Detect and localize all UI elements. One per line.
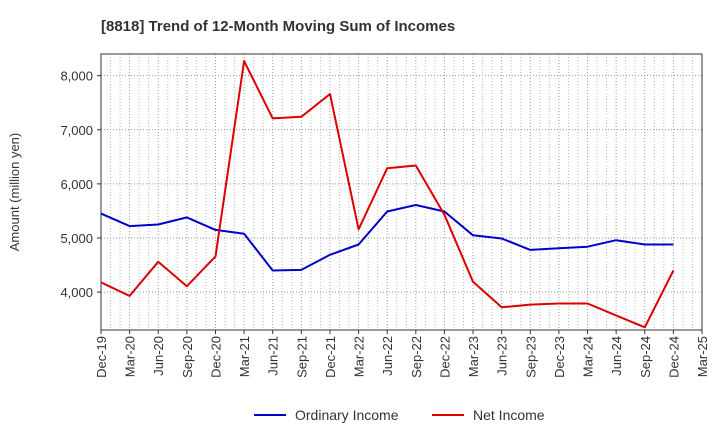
- x-tick-label: Dec-21: [323, 336, 338, 378]
- legend: Ordinary Income Net Income: [254, 407, 545, 423]
- x-tick-label: Mar-22: [352, 336, 367, 377]
- x-tick-label: Jun-20: [151, 336, 166, 376]
- legend-label-net-income: Net Income: [473, 407, 545, 423]
- y-tick-label: 7,000: [60, 123, 93, 138]
- y-axis-label: Amount (million yen): [7, 133, 22, 252]
- series-layer: [100, 60, 675, 329]
- x-tick-label: Jun-21: [266, 336, 281, 376]
- y-tick-label: 8,000: [60, 69, 93, 84]
- x-tick-label: Mar-25: [695, 336, 710, 377]
- x-tick-label: Dec-24: [666, 336, 681, 378]
- legend-label-ordinary-income: Ordinary Income: [295, 407, 399, 423]
- x-tick-label: Dec-22: [437, 336, 452, 378]
- x-tick-label: Sep-22: [409, 336, 424, 378]
- y-tick-label: 5,000: [60, 231, 93, 246]
- x-tick-label: Dec-23: [552, 336, 567, 378]
- x-tick-label: Dec-19: [94, 336, 109, 378]
- x-tick-label: Jun-24: [609, 336, 624, 376]
- x-tick-label: Sep-20: [180, 336, 195, 378]
- y-tick-label: 4,000: [60, 285, 93, 300]
- x-tick-label: Mar-20: [123, 336, 138, 377]
- x-tick-label: Sep-21: [294, 336, 309, 378]
- x-tick-label: Mar-24: [581, 336, 596, 377]
- plot-area: [100, 53, 703, 331]
- x-tick-label: Jun-23: [495, 336, 510, 376]
- x-tick-label: Sep-24: [638, 336, 653, 378]
- series-line-net-income: [100, 60, 675, 329]
- x-axis-ticks: Dec-19 Mar-20 Jun-20 Sep-20 Dec-20 Mar-21 Jun-…: [94, 330, 710, 378]
- x-tick-label: Mar-21: [237, 336, 252, 377]
- x-tick-label: Sep-23: [523, 336, 538, 378]
- x-tick-label: Jun-22: [380, 336, 395, 376]
- chart-title: [8818] Trend of 12-Month Moving Sum of I…: [101, 18, 455, 35]
- x-tick-label: Dec-20: [208, 336, 223, 378]
- y-axis-ticks: 4,000 5,000 6,000 7,000 8,000: [60, 69, 101, 300]
- x-tick-label: Mar-23: [466, 336, 481, 377]
- series-line-ordinary-income: [100, 204, 674, 272]
- grid: [101, 54, 702, 330]
- y-tick-label: 6,000: [60, 177, 93, 192]
